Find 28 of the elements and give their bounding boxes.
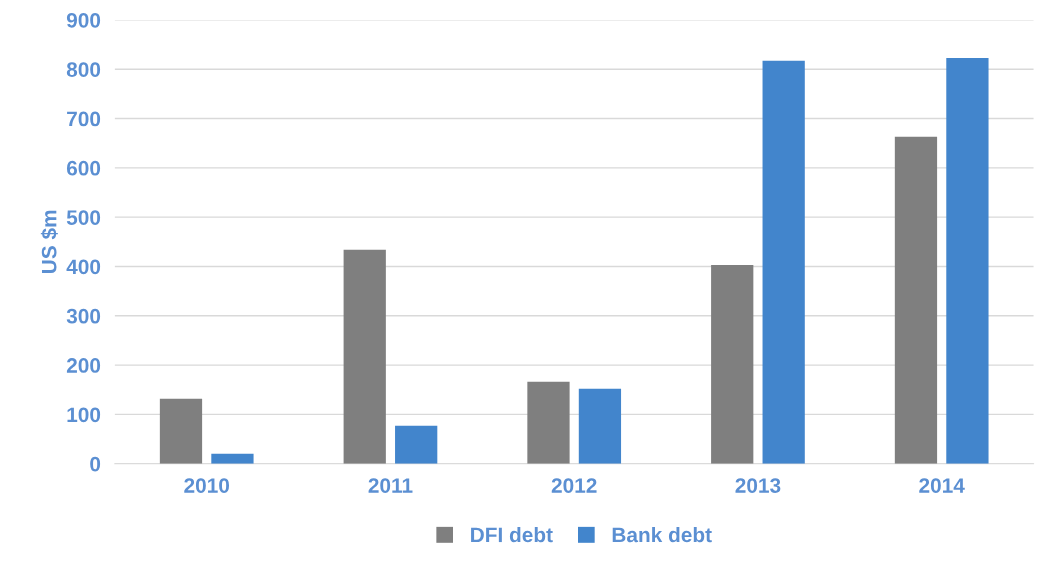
x-tick-label: 2010 xyxy=(184,478,230,493)
bar xyxy=(762,60,805,464)
y-tick-label: 600 xyxy=(66,160,101,176)
bar xyxy=(894,136,938,464)
y-tick-label: 0 xyxy=(90,456,101,472)
y-tick-label: 700 xyxy=(67,111,101,127)
x-tick-label: 2014 xyxy=(919,478,965,493)
bar xyxy=(159,398,203,464)
x-tick-label: 2012 xyxy=(551,478,597,493)
y-tick-label: 800 xyxy=(66,62,101,77)
bar xyxy=(578,388,622,464)
y-tick-label: 900 xyxy=(66,12,101,28)
y-tick-label: 100 xyxy=(67,407,101,423)
bar xyxy=(711,265,754,464)
y-tick-label: 300 xyxy=(66,308,101,324)
bar xyxy=(343,249,386,464)
bar xyxy=(946,57,989,464)
legend-label: Bank debt xyxy=(612,526,712,543)
y-axis-title: US $m xyxy=(40,210,58,273)
x-tick-label: 2011 xyxy=(368,478,413,493)
y-tick-label: 500 xyxy=(66,210,101,225)
y-tick-label: 400 xyxy=(66,259,101,275)
bar xyxy=(527,381,570,464)
bar xyxy=(211,453,254,464)
x-tick-label: 2013 xyxy=(735,478,781,493)
y-tick-label: 200 xyxy=(66,358,101,373)
legend-label: DFI debt xyxy=(471,526,553,543)
bar xyxy=(395,425,438,464)
